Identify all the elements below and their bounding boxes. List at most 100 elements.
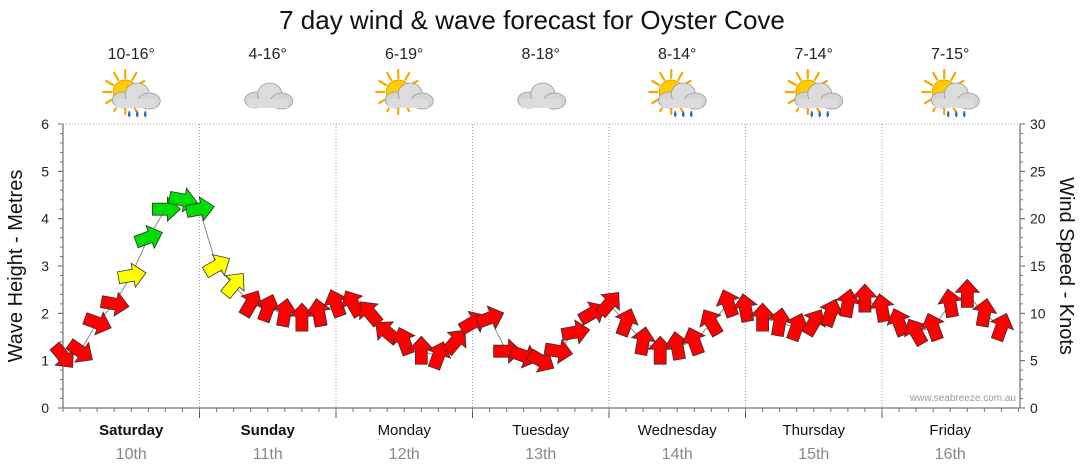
cloud-base (934, 99, 975, 108)
wind-arrow (989, 312, 1015, 343)
left-tick-label: 2 (41, 305, 49, 321)
wind-arrow (272, 297, 298, 328)
left-tick-label: 1 (41, 353, 49, 369)
temperature-label: 7-15° (931, 46, 969, 63)
rain-drop (954, 110, 958, 118)
cloud-base (520, 99, 561, 108)
wind-arrow (441, 329, 467, 357)
left-axis-title: Wave Height - Metres (5, 170, 27, 363)
wind-arrow (133, 224, 163, 250)
sun-ray (378, 79, 388, 87)
day-date-label: 10th (116, 446, 147, 463)
temperature-label: 10-16° (108, 46, 155, 63)
left-tick-label: 6 (41, 116, 49, 132)
day-name-label: Saturday (99, 422, 164, 439)
left-tick-label: 4 (41, 211, 49, 227)
wind-arrow (954, 278, 981, 308)
wind-arrow (595, 291, 620, 319)
wind-arrow (681, 327, 706, 357)
rain-drop (946, 110, 950, 118)
wind-arrow (851, 283, 878, 313)
cloud-base (115, 99, 156, 108)
right-tick-label: 15 (1030, 258, 1046, 274)
wind-arrow (819, 298, 844, 329)
wind-arrow (664, 331, 690, 361)
wind-arrow (937, 288, 963, 319)
cloud-base (247, 99, 288, 108)
wind-arrow (785, 312, 810, 343)
sun-ray (105, 79, 115, 87)
sun-cloud-icon (375, 68, 434, 116)
cloud-icon (517, 82, 567, 110)
day-name-label: Tuesday (512, 422, 569, 439)
rain-drop (689, 110, 693, 118)
wind-arrow (99, 291, 130, 317)
day-date-label: 12th (389, 446, 420, 463)
right-tick-label: 30 (1030, 116, 1046, 132)
sun-cloud-rain-icon (784, 68, 844, 118)
day-name-label: Sunday (241, 422, 296, 439)
wind-arrow (359, 301, 384, 328)
temperature-label: 8-18° (522, 46, 560, 63)
temperature-label: 6-19° (385, 46, 423, 63)
rain-drop (818, 110, 822, 118)
temperature-label: 4-16° (249, 46, 287, 63)
day-date-label: 16th (935, 446, 966, 463)
cloud-base (388, 99, 429, 108)
sun-ray (924, 79, 934, 87)
wind-arrow (238, 290, 263, 319)
right-axis: 0 5 10 15 20 25 30 (1020, 116, 1046, 416)
right-tick-label: 0 (1030, 400, 1038, 416)
grid-lines (63, 123, 1020, 418)
wind-arrow (256, 293, 281, 324)
sun-ray (659, 71, 666, 81)
wind-arrow (749, 302, 776, 332)
day-labels: Saturday 10th Sunday 11th Monday 12th Tuesday 1… (99, 422, 971, 463)
sun-cloud-rain-icon (648, 68, 707, 118)
sun-ray (651, 79, 661, 87)
wind-arrow (408, 335, 435, 365)
rain-drop (127, 110, 131, 118)
left-tick-label: 0 (41, 400, 49, 416)
rain-drop (826, 110, 830, 118)
sun-ray (677, 71, 684, 81)
wind-arrow (474, 305, 505, 330)
wind-arrow (82, 311, 112, 336)
wind-arrows (49, 187, 1015, 373)
day-name-label: Thursday (782, 422, 845, 439)
cloud-icon (244, 82, 294, 110)
sun-ray (787, 79, 797, 87)
wind-arrow (49, 341, 74, 368)
daily-temperatures: 10-16° 4-16° 6-19° 8-18° 8-14° 7-14° 7-15° (108, 46, 970, 63)
wind-arrow (65, 338, 93, 363)
wind-arrow (201, 254, 231, 279)
rain-drop (143, 110, 147, 118)
wind-arrow (614, 308, 639, 338)
wind-arrow (323, 289, 348, 319)
sun-ray (386, 71, 393, 81)
weather-icons (102, 68, 980, 118)
temperature-label: 7-14° (795, 46, 833, 63)
day-name-label: Monday (378, 422, 432, 439)
wind-arrow (971, 297, 998, 328)
wind-arrow (185, 196, 215, 222)
right-tick-label: 25 (1030, 163, 1046, 179)
sun-ray (813, 71, 820, 81)
minor-ticks (62, 408, 1019, 412)
sun-ray (932, 71, 939, 81)
left-axis: 0 1 2 3 4 5 6 (41, 116, 63, 416)
wind-arrow (560, 319, 591, 345)
left-tick-label: 3 (41, 258, 49, 274)
cloud-base (797, 99, 838, 108)
sun-ray (131, 71, 138, 81)
wind-arrow (699, 309, 724, 338)
day-date-label: 15th (798, 446, 829, 463)
wind-arrow (543, 338, 574, 365)
day-date-label: 14th (662, 446, 693, 463)
rain-drop (810, 110, 814, 118)
sun-ray (404, 71, 411, 81)
left-tick-label: 5 (41, 163, 49, 179)
wind-arrow (904, 318, 929, 348)
right-tick-label: 5 (1030, 353, 1038, 369)
